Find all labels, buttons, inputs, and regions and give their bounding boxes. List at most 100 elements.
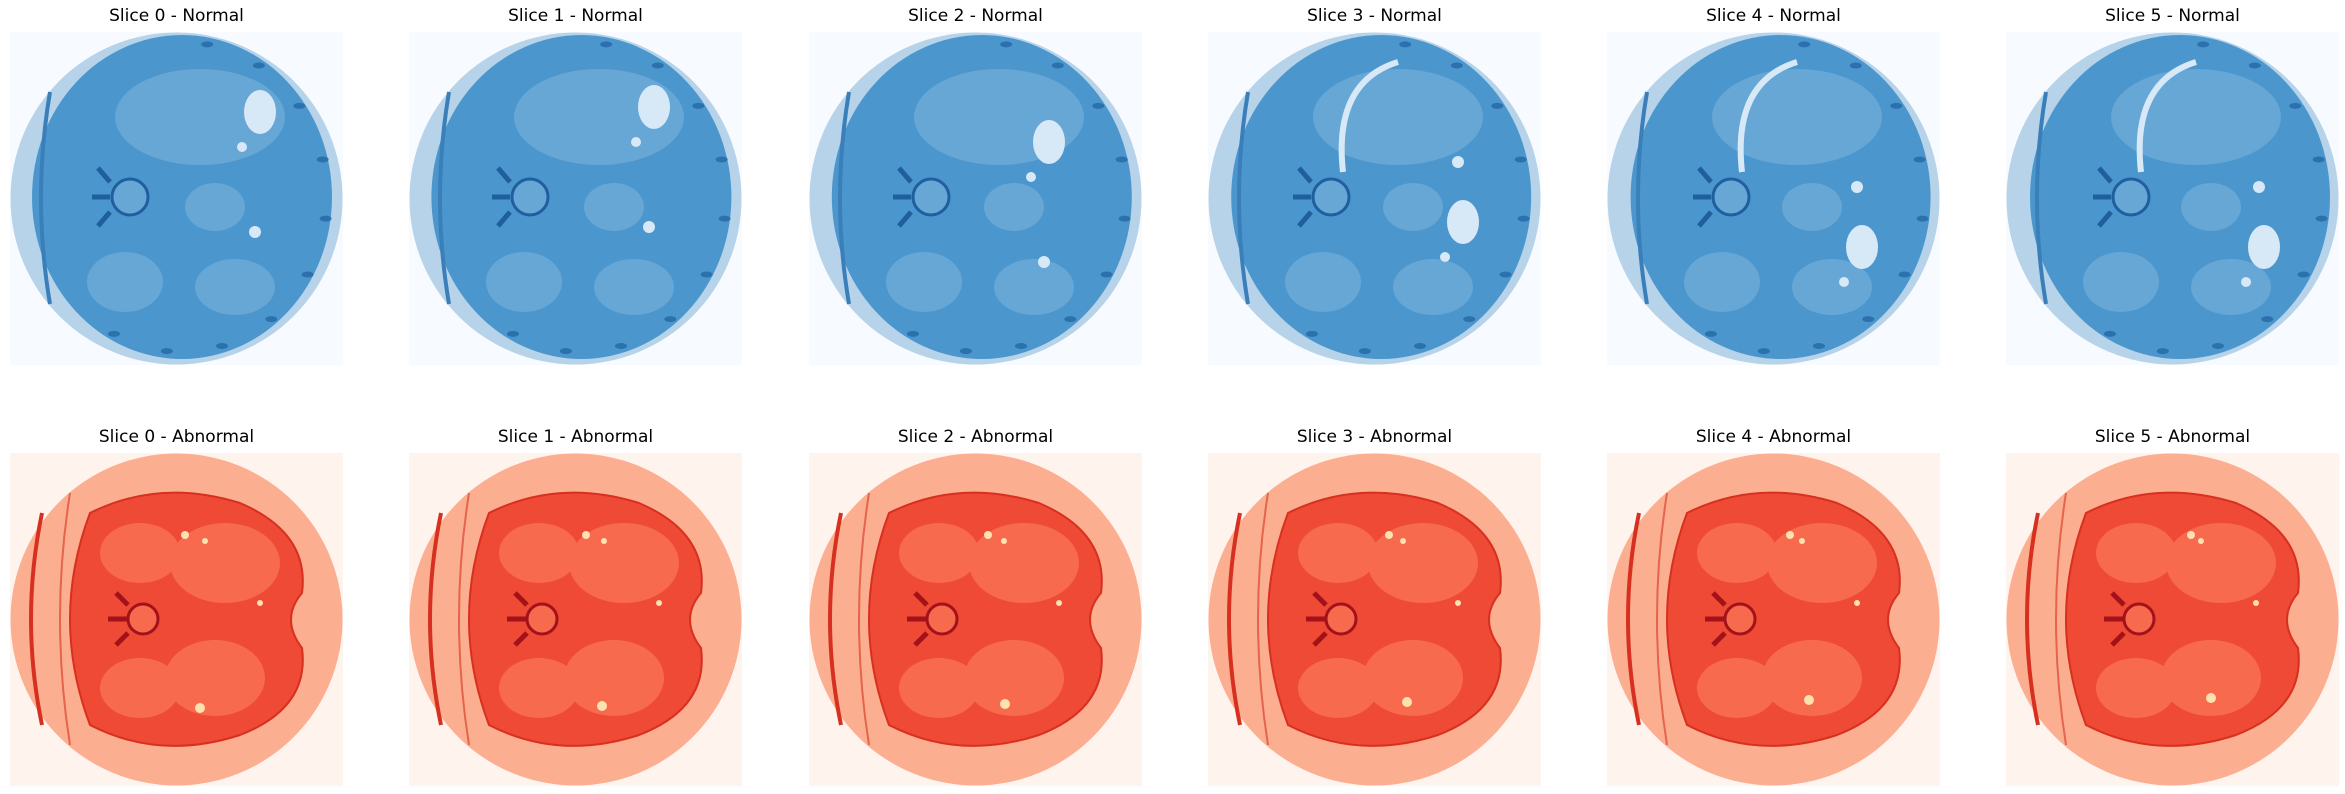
table-line xyxy=(1636,91,1649,305)
slice-title: Slice 4 - Normal xyxy=(1706,6,1841,26)
bright-spot xyxy=(1400,538,1406,544)
vertebra xyxy=(2122,602,2156,636)
organ-region xyxy=(569,523,679,603)
rib-marker xyxy=(1862,316,1875,323)
liver-region xyxy=(115,69,285,165)
table-line xyxy=(458,492,470,746)
ct-slice-image xyxy=(10,453,343,786)
organ-region xyxy=(994,259,1074,315)
rib-marker xyxy=(959,348,972,355)
vertebra xyxy=(1723,602,1757,636)
rib-marker xyxy=(1051,62,1064,69)
ct-slice-image xyxy=(10,32,343,365)
slice-title: Slice 3 - Abnormal xyxy=(1296,427,1453,447)
organ-region xyxy=(899,523,979,583)
bright-spot xyxy=(1854,600,1860,606)
rib-marker xyxy=(252,62,265,69)
organ-region xyxy=(1684,252,1760,312)
contrast-spot xyxy=(631,137,641,147)
bright-spot xyxy=(582,531,590,539)
rib-marker xyxy=(718,215,731,222)
rib-marker xyxy=(906,330,919,337)
table-line xyxy=(1626,512,1641,726)
liver-region xyxy=(1712,69,1882,165)
rib-marker xyxy=(1514,156,1527,163)
organ-region xyxy=(1792,259,1872,315)
rib-marker xyxy=(1305,330,1318,337)
organ-region xyxy=(195,259,275,315)
spinal-process xyxy=(1693,166,1713,228)
bright-spot xyxy=(181,531,189,539)
bright-spot xyxy=(2198,538,2204,544)
rib-marker xyxy=(1704,330,1717,337)
rib-marker xyxy=(2289,102,2302,109)
rib-marker xyxy=(1413,342,1426,349)
slice-title: Slice 4 - Abnormal xyxy=(1695,427,1852,447)
ct-slice-image xyxy=(1208,453,1541,786)
table-line xyxy=(1656,492,1668,746)
rib-marker xyxy=(664,316,677,323)
organ-region xyxy=(1762,640,1862,716)
bright-spot xyxy=(1385,531,1393,539)
organ-region xyxy=(1697,523,1777,583)
table-line xyxy=(29,512,44,726)
contrast-spot xyxy=(2241,277,2251,287)
spinal-process xyxy=(1306,591,1328,647)
contrast-spot xyxy=(249,226,261,238)
rib-marker xyxy=(201,41,214,48)
ct-slice-image xyxy=(1208,32,1541,365)
ct-slice-image xyxy=(809,32,1142,365)
contrast-spot xyxy=(1452,156,1464,168)
rib-marker xyxy=(293,102,306,109)
ct-slice-image xyxy=(2006,453,2339,786)
vertebra xyxy=(510,177,550,217)
vertebra xyxy=(1711,177,1751,217)
rib-marker xyxy=(2297,271,2310,278)
rib-marker xyxy=(651,62,664,69)
rib-marker xyxy=(2197,41,2210,48)
rib-marker xyxy=(1358,348,1371,355)
rib-marker xyxy=(715,156,728,163)
rib-marker xyxy=(1064,316,1077,323)
organ-region xyxy=(87,252,163,312)
rib-marker xyxy=(506,330,519,337)
organ-region xyxy=(564,640,664,716)
spinal-process xyxy=(2093,166,2113,228)
rib-marker xyxy=(319,215,332,222)
slice-title: Slice 3 - Normal xyxy=(1307,6,1442,26)
organ-region xyxy=(2083,252,2159,312)
table-line xyxy=(438,91,451,305)
organ-region xyxy=(499,658,579,718)
rib-contrast xyxy=(1737,59,1798,173)
rib-marker xyxy=(2103,330,2116,337)
bright-spot xyxy=(1799,538,1805,544)
slice-title: Slice 1 - Normal xyxy=(508,6,643,26)
bright-spot xyxy=(984,531,992,539)
slice-title: Slice 2 - Abnormal xyxy=(897,427,1054,447)
spinal-process xyxy=(507,591,529,647)
rib-marker xyxy=(1014,342,1027,349)
table-line xyxy=(2025,512,2040,726)
organ-region xyxy=(1298,658,1378,718)
table-line xyxy=(858,492,870,746)
rib-marker xyxy=(600,41,613,48)
slice-title: Slice 0 - Normal xyxy=(109,6,244,26)
rib-marker xyxy=(265,316,278,323)
organ-region xyxy=(964,640,1064,716)
rib-contrast xyxy=(1338,59,1399,173)
rib-marker xyxy=(215,342,228,349)
bright-spot xyxy=(202,538,208,544)
organ-region xyxy=(486,252,562,312)
rib-marker xyxy=(1399,41,1412,48)
organ-region xyxy=(594,259,674,315)
contrast-spot xyxy=(1839,277,1849,287)
rib-marker xyxy=(1849,62,1862,69)
organ-region xyxy=(1697,658,1777,718)
ct-slice-image xyxy=(2006,32,2339,365)
contrast-spot xyxy=(1447,200,1479,244)
contrast-spot xyxy=(1026,172,1036,182)
rib-marker xyxy=(316,156,329,163)
organ-region xyxy=(969,523,1079,603)
contrast-spot xyxy=(638,85,670,129)
table-line xyxy=(1237,91,1250,305)
